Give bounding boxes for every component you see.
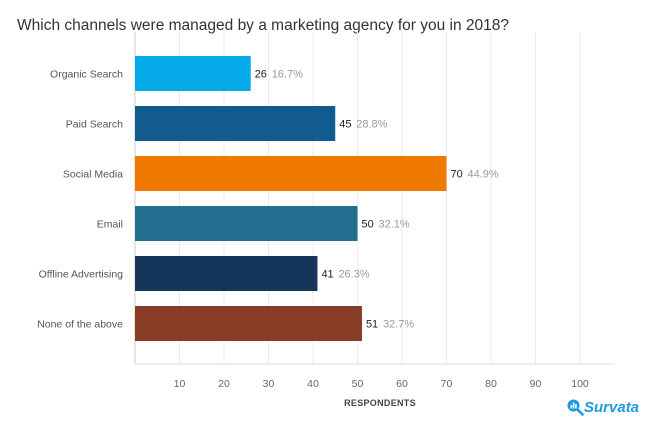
category-labels: Organic Search Paid Search Social Media Ema… [37, 69, 123, 331]
percent-label: 32.7% [383, 319, 414, 331]
x-tick-label: 80 [485, 378, 497, 390]
percent-label: 44.9% [468, 169, 499, 181]
x-tick-label: 20 [218, 378, 230, 390]
percent-label: 28.8% [356, 119, 387, 131]
value-label: 41 [321, 269, 333, 281]
chart-title: Which channels were managed by a marketi… [17, 17, 509, 34]
bars [135, 56, 447, 341]
category-label: Offline Advertising [39, 269, 124, 281]
percent-label: 16.7% [272, 69, 303, 81]
bar-social-media [135, 156, 447, 191]
value-labels: 26 16.7% 45 28.8% 70 44.9% 50 32.1% 41 26.3% 51 32.… [255, 69, 499, 331]
value-label: 45 [339, 119, 351, 131]
x-tick-label: 40 [307, 378, 319, 390]
bar-paid-search [135, 106, 336, 141]
percent-label: 26.3% [338, 269, 369, 281]
x-tick-label: 10 [174, 378, 186, 390]
x-tick-label: 70 [441, 378, 453, 390]
bar-organic-search [135, 56, 251, 91]
percent-label: 32.1% [379, 219, 410, 231]
category-label: Organic Search [50, 69, 123, 81]
x-tick-label: 60 [396, 378, 408, 390]
x-tick-labels: 10 20 30 40 50 60 70 80 90 100 [174, 378, 589, 390]
bar-none-of-the-above [135, 306, 362, 341]
survata-logo: Survata [566, 398, 639, 416]
category-label: Social Media [63, 169, 123, 181]
category-label: Paid Search [66, 119, 123, 131]
value-label: 50 [362, 219, 374, 231]
category-label: Email [97, 219, 123, 231]
x-tick-label: 50 [352, 378, 364, 390]
brand-name: Survata [584, 398, 640, 416]
magnifier-chart-icon [567, 399, 584, 416]
bar-email [135, 206, 358, 241]
x-tick-label: 30 [263, 378, 275, 390]
value-label: 51 [366, 319, 378, 331]
x-tick-label: 90 [530, 378, 542, 390]
category-label: None of the above [37, 319, 123, 331]
x-tick-label: 100 [571, 378, 589, 390]
bar-offline-advertising [135, 256, 318, 291]
value-label: 26 [255, 69, 267, 81]
value-label: 70 [451, 169, 463, 181]
x-axis-title: RESPONDENTS [344, 398, 416, 408]
